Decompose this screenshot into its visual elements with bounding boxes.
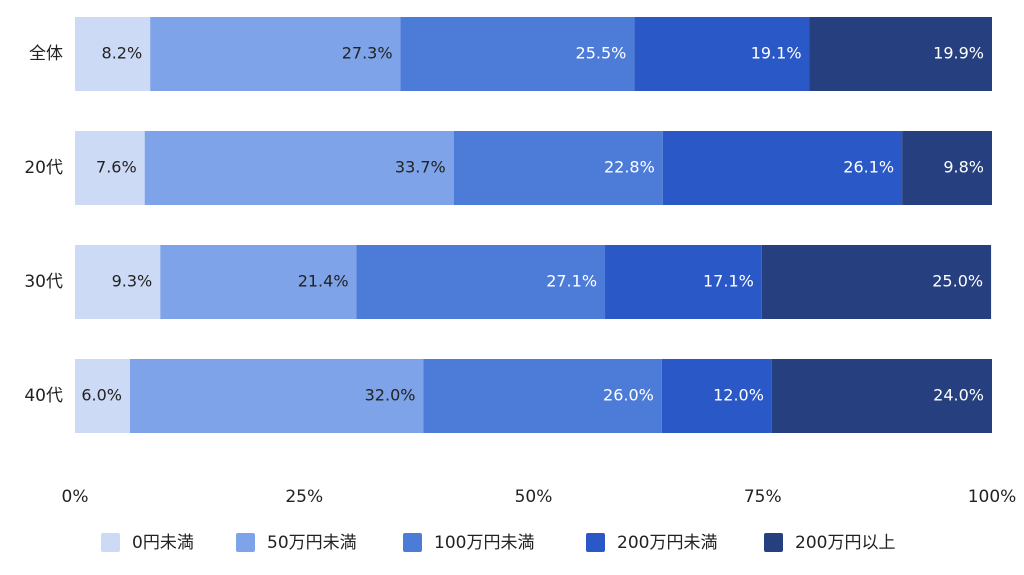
category-label: 20代 — [24, 158, 63, 178]
bar-segment — [771, 359, 992, 433]
x-tick-label: 25% — [285, 487, 323, 507]
bar-segment — [453, 131, 663, 205]
bar-segment — [809, 17, 992, 91]
x-tick-label: 100% — [968, 487, 1017, 507]
bar-segment — [75, 17, 151, 91]
bar-segment — [130, 359, 424, 433]
data-label: 6.0% — [81, 386, 122, 405]
category-label: 全体 — [29, 44, 63, 64]
data-label: 17.1% — [703, 272, 754, 291]
category-label: 40代 — [24, 386, 63, 406]
x-tick-label: 50% — [515, 487, 553, 507]
data-label: 9.8% — [943, 158, 984, 177]
data-label: 7.6% — [96, 158, 137, 177]
data-label: 27.3% — [342, 44, 393, 63]
bar-segment — [423, 359, 662, 433]
category-label: 30代 — [24, 272, 63, 292]
bar-segment — [400, 17, 635, 91]
x-tick-label: 0% — [62, 487, 89, 507]
bar-segment — [75, 131, 145, 205]
data-label: 32.0% — [365, 386, 416, 405]
bar-segment — [75, 359, 131, 433]
data-label: 22.8% — [604, 158, 655, 177]
legend-swatch — [101, 533, 120, 552]
x-axis-tick-labels: 0% 25% 50% 75% 100% — [62, 487, 1017, 507]
legend-label: 50万円未満 — [267, 533, 357, 553]
data-label: 25.5% — [576, 44, 627, 63]
bar-segment — [150, 17, 401, 91]
bar-segment — [160, 245, 357, 319]
legend-swatch — [403, 533, 422, 552]
bar-segment — [605, 245, 762, 319]
legend-swatch — [586, 533, 605, 552]
legend: 0円未満 50万円未満 100万円未満 200万円未満 200万円以上 — [101, 533, 895, 553]
bar-segment — [662, 131, 903, 205]
bar-segment — [761, 245, 992, 319]
bar-segment — [356, 245, 606, 319]
data-label: 24.0% — [933, 386, 984, 405]
bars-group: 8.2% 27.3% 25.5% 19.1% 19.9% 7.6% 33.7% 22.8% 26… — [75, 17, 992, 433]
data-label: 27.1% — [546, 272, 597, 291]
bar-segment — [75, 245, 161, 319]
data-label: 26.0% — [603, 386, 654, 405]
legend-label: 200万円以上 — [795, 533, 895, 553]
bar-segment — [902, 131, 992, 205]
data-label: 26.1% — [843, 158, 894, 177]
data-label: 9.3% — [112, 272, 153, 291]
legend-label: 100万円未満 — [434, 533, 534, 553]
data-label: 21.4% — [298, 272, 349, 291]
legend-label: 0円未満 — [132, 533, 194, 553]
bar-segment — [661, 359, 772, 433]
bar-segment — [144, 131, 454, 205]
data-label: 8.2% — [102, 44, 143, 63]
data-label: 25.0% — [932, 272, 983, 291]
legend-swatch — [764, 533, 783, 552]
x-tick-label: 75% — [744, 487, 782, 507]
legend-swatch — [236, 533, 255, 552]
data-label: 12.0% — [713, 386, 764, 405]
category-labels: 全体 20代 30代 40代 — [24, 44, 63, 406]
legend-label: 200万円未満 — [617, 533, 717, 553]
data-label: 19.9% — [933, 44, 984, 63]
bar-segment — [634, 17, 810, 91]
data-label: 19.1% — [751, 44, 802, 63]
data-label: 33.7% — [395, 158, 446, 177]
